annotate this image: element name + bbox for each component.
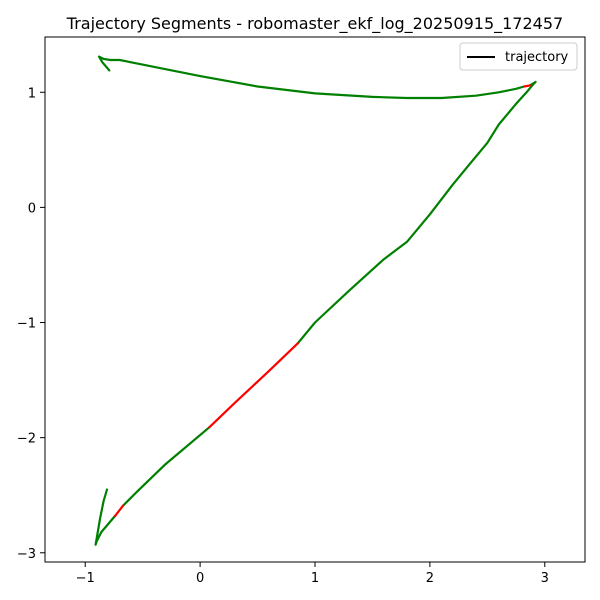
x-tick-label: 1 (311, 571, 319, 586)
x-tick-label: 2 (426, 571, 434, 586)
x-tick-label: −1 (76, 571, 95, 586)
legend-box (459, 42, 578, 71)
legend: trajectory (459, 42, 578, 71)
red-segments-path-2 (113, 504, 125, 518)
y-axis: −3 −2 −1 0 1 (17, 86, 45, 562)
x-tick-label: 0 (196, 571, 204, 586)
y-tick-label: −3 (17, 547, 36, 562)
red-segments-path-0 (522, 84, 532, 88)
legend-label: trajectory (505, 50, 569, 65)
x-tick-label: 3 (541, 571, 549, 586)
green-segments-path-0 (97, 55, 526, 100)
green-segments-path-1 (296, 80, 537, 345)
red-segments-path-1 (208, 342, 299, 429)
y-tick-label: −1 (17, 317, 36, 332)
series-layer (94, 55, 537, 546)
x-axis: −1 0 1 2 3 (76, 562, 549, 586)
chart-title: Trajectory Segments - robomaster_ekf_log… (66, 14, 563, 34)
y-tick-label: 0 (28, 201, 36, 216)
green-segments-path-3 (94, 488, 117, 546)
y-tick-label: 1 (28, 86, 36, 101)
y-tick-label: −2 (17, 432, 36, 447)
green-segments-path-2 (121, 426, 211, 507)
